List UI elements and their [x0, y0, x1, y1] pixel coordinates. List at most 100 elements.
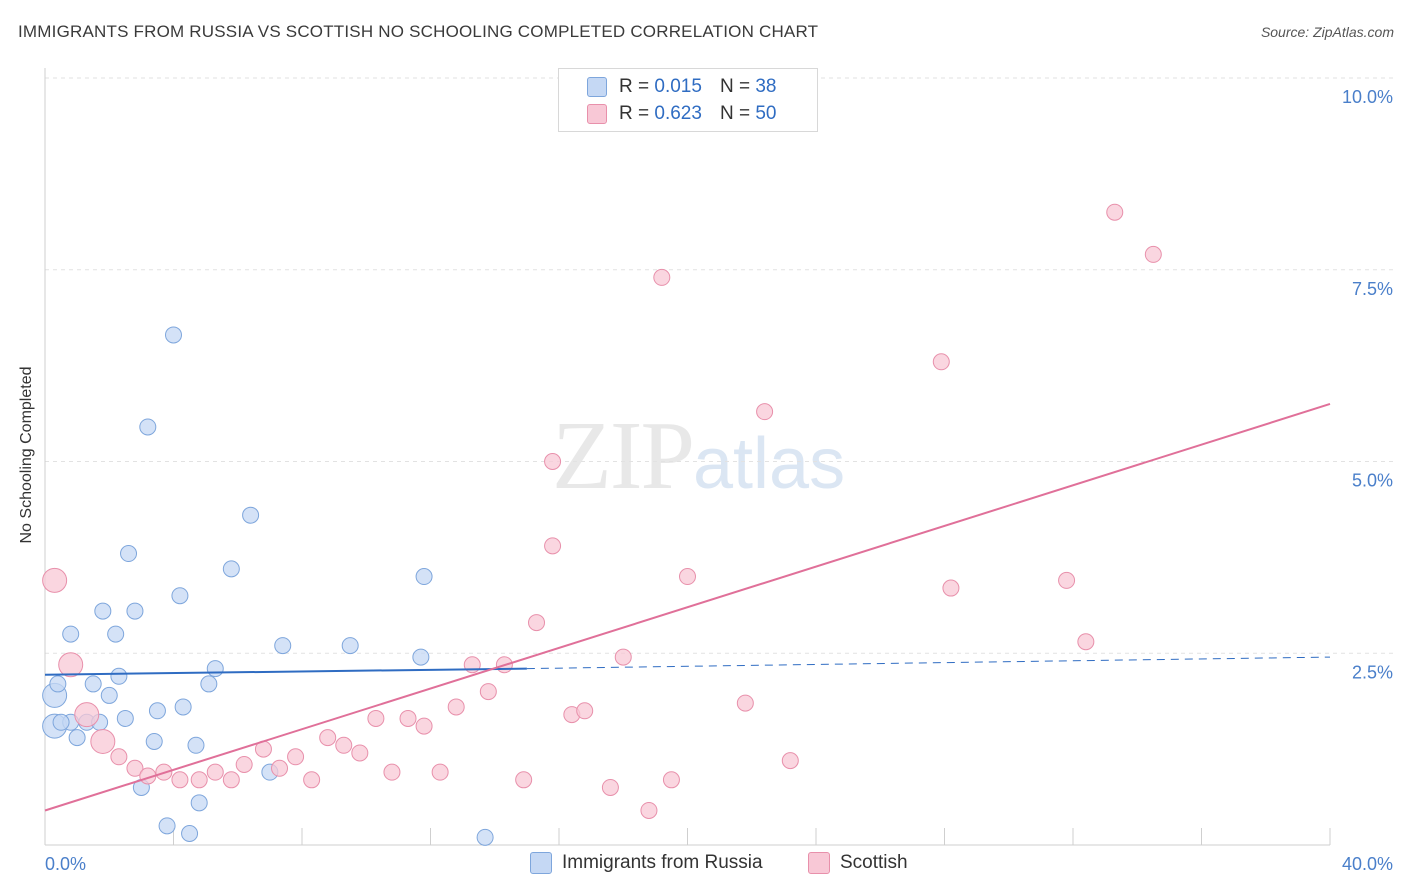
scottish-point [601, 778, 619, 796]
scottish-point [190, 771, 208, 789]
scottish-point [756, 403, 774, 421]
legend-r-label: R = [619, 103, 650, 124]
scottish-point [287, 748, 305, 766]
russia-point [52, 713, 70, 731]
scottish-point [335, 736, 353, 754]
russia-point [187, 736, 205, 754]
legend-n-label: N = [719, 76, 751, 97]
russia-point [116, 709, 134, 727]
russia-point [200, 675, 218, 693]
russia-trend-line [44, 667, 527, 676]
russia-point [171, 587, 189, 605]
russia-point [145, 732, 163, 750]
scottish-point [479, 683, 497, 701]
legend-swatch-russia [587, 77, 607, 97]
scottish-point [1077, 633, 1095, 651]
watermark: ZIPatlas [552, 400, 845, 512]
bottom-legend-swatch-scottish [808, 852, 830, 874]
scottish-point [74, 702, 100, 728]
chart-title: IMMIGRANTS FROM RUSSIA VS SCOTTISH NO SC… [18, 22, 819, 41]
scottish-point [544, 537, 562, 555]
russia-point [110, 667, 128, 685]
y-tick-label: 7.5% [1352, 279, 1393, 299]
scottish-point [679, 568, 696, 586]
scottish-point [222, 771, 240, 789]
scottish-point [640, 801, 658, 819]
scottish-point [42, 567, 68, 593]
russia-point [94, 602, 112, 620]
scottish-point [126, 759, 144, 777]
legend-box: R = 0.015 N = 38 R = 0.623 N = 50 [558, 68, 818, 132]
russia-point [242, 506, 260, 524]
legend-r-value: 0.015 [654, 76, 702, 97]
scottish-point [90, 728, 116, 754]
bottom-legend-russia: Immigrants from Russia [530, 852, 763, 874]
russia-point [100, 686, 118, 704]
scottish-point [383, 763, 401, 781]
russia-point [68, 729, 86, 747]
legend-swatch-scottish [587, 104, 607, 124]
russia-point [174, 698, 192, 716]
bottom-legend-scottish: Scottish [808, 852, 908, 874]
scottish-point [1106, 203, 1124, 221]
x-tick-label: 40.0% [1342, 854, 1393, 874]
scottish-point [1058, 571, 1076, 589]
x-tick-label: 0.0% [45, 854, 86, 874]
russia-point [415, 568, 433, 586]
russia-point [139, 418, 157, 436]
scottish-point [235, 755, 253, 773]
scottish-point [399, 709, 417, 727]
scottish-point [171, 771, 189, 789]
scottish-trend-line [44, 403, 1331, 812]
scottish-point [614, 648, 632, 666]
scottish-point [319, 729, 337, 747]
legend-n-value: 50 [755, 103, 777, 124]
scottish-point [528, 614, 546, 632]
scottish-point [271, 759, 289, 777]
scottish-point [415, 717, 433, 735]
scottish-point [942, 579, 960, 597]
russia-point [341, 637, 359, 655]
scottish-point [515, 771, 533, 789]
scottish-point [303, 771, 321, 789]
russia-point [181, 824, 199, 842]
y-tick-label: 2.5% [1352, 662, 1393, 682]
y-tick-label: 5.0% [1352, 471, 1393, 491]
legend-row-russia: R = 0.015 N = 38 [619, 75, 776, 99]
scottish-point [110, 748, 128, 766]
legend-r-label: R = [619, 76, 650, 97]
bottom-legend-label-scottish: Scottish [840, 852, 908, 873]
russia-point [274, 637, 292, 655]
russia-trend-extension [526, 656, 1331, 670]
scottish-point [576, 702, 594, 720]
russia-point [126, 602, 144, 620]
russia-point [148, 702, 166, 720]
scottish-point [653, 268, 671, 286]
watermark-atlas: atlas [693, 424, 846, 504]
legend-row-scottish: R = 0.623 N = 50 [619, 102, 776, 126]
russia-point [476, 828, 494, 846]
scottish-point [431, 763, 449, 781]
russia-point [222, 560, 240, 578]
russia-point [165, 326, 182, 344]
scottish-point [58, 652, 84, 678]
russia-point [190, 794, 208, 812]
russia-point [49, 675, 67, 693]
russia-point [107, 625, 125, 643]
russia-point [412, 648, 430, 666]
russia-point [206, 660, 224, 678]
y-tick-label: 10.0% [1342, 87, 1393, 107]
scottish-point [781, 752, 799, 770]
scottish-point [367, 709, 385, 727]
scottish-point [544, 453, 562, 470]
scottish-point [351, 744, 369, 762]
bottom-legend-swatch-russia [530, 852, 552, 874]
russia-point [120, 545, 138, 563]
scottish-point [1144, 245, 1162, 263]
russia-point [84, 675, 102, 693]
bottom-legend-label-russia: Immigrants from Russia [562, 852, 763, 873]
legend-r-value: 0.623 [654, 103, 702, 124]
legend-n-label: N = [719, 103, 751, 124]
russia-point [62, 625, 80, 643]
